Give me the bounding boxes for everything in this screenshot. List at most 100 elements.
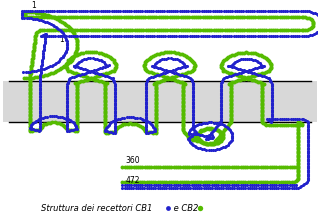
Point bbox=[192, 180, 197, 183]
Point bbox=[228, 120, 233, 124]
Point bbox=[75, 45, 80, 48]
Point bbox=[296, 186, 301, 189]
Point bbox=[28, 125, 33, 128]
Point bbox=[181, 95, 186, 98]
Point bbox=[179, 52, 184, 56]
Point bbox=[209, 136, 214, 139]
Point bbox=[305, 130, 310, 133]
Point bbox=[220, 165, 225, 169]
Point bbox=[28, 76, 33, 80]
Point bbox=[285, 165, 290, 169]
Point bbox=[50, 121, 55, 124]
Point bbox=[27, 70, 32, 73]
Point bbox=[27, 102, 32, 106]
Point bbox=[221, 76, 226, 80]
Point bbox=[218, 139, 223, 142]
Point bbox=[215, 128, 220, 131]
Point bbox=[259, 85, 264, 88]
Point bbox=[105, 130, 110, 133]
Point bbox=[224, 35, 229, 38]
Point bbox=[231, 35, 236, 38]
Point bbox=[217, 186, 222, 190]
Point bbox=[267, 9, 272, 12]
Point bbox=[66, 28, 71, 32]
Point bbox=[37, 117, 42, 121]
Point bbox=[43, 37, 48, 41]
Point bbox=[283, 9, 288, 12]
Point bbox=[207, 136, 212, 140]
Point bbox=[300, 9, 305, 12]
Point bbox=[98, 51, 103, 55]
Point bbox=[154, 65, 159, 69]
Point bbox=[107, 64, 112, 67]
Point bbox=[191, 108, 196, 111]
Point bbox=[218, 91, 223, 94]
Point bbox=[153, 114, 158, 117]
Point bbox=[112, 90, 117, 94]
Point bbox=[208, 133, 213, 136]
Point bbox=[191, 113, 196, 117]
Point bbox=[90, 28, 95, 32]
Point bbox=[162, 186, 167, 190]
Point bbox=[196, 15, 201, 19]
Point bbox=[108, 28, 113, 32]
Point bbox=[214, 9, 220, 12]
Point bbox=[169, 165, 174, 169]
Point bbox=[108, 122, 113, 125]
Point bbox=[181, 87, 186, 90]
Point bbox=[236, 165, 241, 169]
Point bbox=[37, 110, 42, 114]
Point bbox=[102, 89, 108, 92]
Point bbox=[276, 180, 281, 183]
Point bbox=[65, 106, 70, 109]
Point bbox=[65, 81, 70, 85]
Point bbox=[237, 51, 242, 55]
Point bbox=[200, 128, 205, 132]
Point bbox=[245, 183, 250, 186]
Point bbox=[143, 112, 148, 116]
Point bbox=[240, 78, 245, 81]
Point bbox=[153, 107, 158, 110]
Point bbox=[125, 15, 131, 19]
Point bbox=[251, 67, 256, 71]
Point bbox=[27, 91, 32, 95]
Point bbox=[147, 70, 152, 73]
Point bbox=[212, 186, 217, 190]
Point bbox=[286, 15, 291, 19]
Point bbox=[27, 94, 32, 98]
Point bbox=[75, 91, 80, 95]
Point bbox=[222, 129, 227, 132]
Point bbox=[64, 128, 69, 131]
Point bbox=[67, 119, 72, 122]
Point bbox=[262, 28, 267, 32]
Point bbox=[190, 68, 196, 72]
Text: 1: 1 bbox=[31, 1, 36, 10]
Point bbox=[75, 114, 80, 118]
Point bbox=[202, 148, 207, 151]
Point bbox=[75, 129, 80, 133]
Point bbox=[172, 68, 177, 71]
Point bbox=[27, 125, 32, 129]
Point bbox=[41, 48, 46, 52]
Point bbox=[175, 9, 180, 12]
Point bbox=[62, 28, 67, 32]
Point bbox=[153, 103, 158, 106]
Point bbox=[268, 79, 273, 83]
Point bbox=[295, 124, 300, 128]
Point bbox=[48, 28, 53, 32]
Point bbox=[211, 127, 216, 130]
Point bbox=[92, 15, 98, 19]
Point bbox=[247, 70, 252, 74]
Point bbox=[79, 80, 84, 83]
Point bbox=[138, 165, 143, 169]
Point bbox=[143, 103, 148, 106]
Point bbox=[269, 97, 274, 100]
Point bbox=[28, 126, 33, 130]
Point bbox=[295, 168, 300, 171]
Point bbox=[76, 60, 82, 64]
Point bbox=[269, 105, 274, 109]
Point bbox=[310, 33, 315, 37]
Point bbox=[203, 186, 208, 190]
Point bbox=[76, 80, 82, 84]
Point bbox=[191, 132, 196, 136]
